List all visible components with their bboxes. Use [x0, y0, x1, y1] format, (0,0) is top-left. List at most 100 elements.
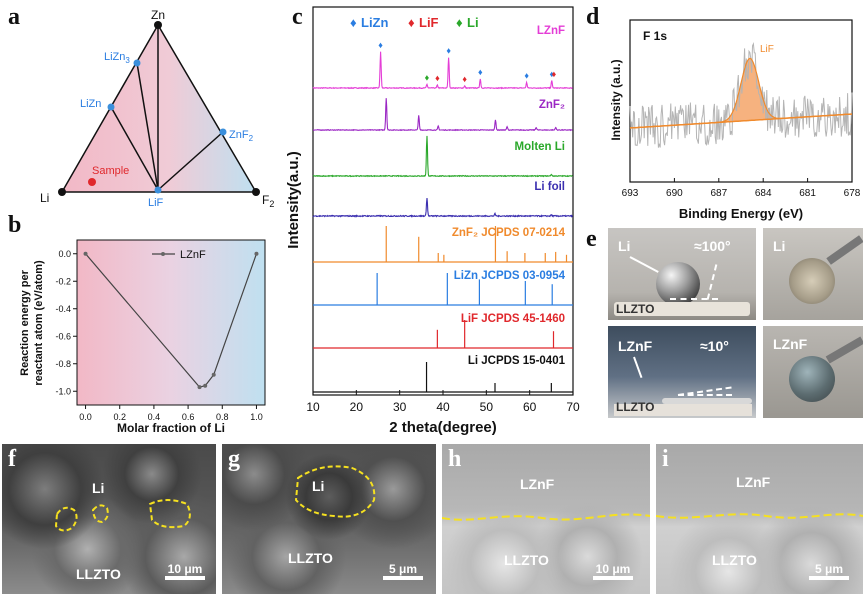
panel-d-label: d: [586, 4, 600, 30]
chart-c-xtick-label: 60: [523, 400, 537, 414]
sem-h-bottom-label: LLZTO: [504, 552, 549, 568]
sem-g-scalebar: 5 μm: [380, 562, 426, 582]
xps-peak-fit: [629, 57, 853, 129]
llzto-disc-2: [614, 404, 752, 416]
sample-point: [88, 178, 96, 186]
chart-c-xtick-label: 70: [566, 400, 580, 414]
xrd-pattern-line: [312, 135, 573, 178]
lznf-data-point: [197, 385, 202, 390]
photo-lznf-pellet-label: LZnF: [773, 336, 808, 352]
chart-b-xtick-label: 1.0: [250, 412, 263, 422]
lznf-film: [662, 398, 752, 404]
point-lif-label: LiF: [148, 197, 164, 209]
legend-li: Li: [467, 15, 479, 30]
xrd-series-label: ZnF₂: [539, 99, 565, 111]
chart-b-xlabel: Molar fraction of Li: [117, 421, 225, 435]
chart-b-plot-area: [76, 239, 266, 406]
chart-c-xtick-label: 50: [480, 400, 494, 414]
panel-h-label: h: [448, 446, 462, 472]
sem-panel-g: g Li LLZTO 5 μm: [222, 444, 436, 594]
xrd-pattern-line: [312, 51, 573, 90]
xrd-series-label: Molten Li: [515, 141, 565, 153]
panel-g-label: g: [228, 446, 240, 472]
xrd-phase-marker: ♦: [446, 45, 451, 55]
xrd-phase-marker: ♦: [462, 74, 467, 84]
svg-text:♦: ♦: [456, 15, 463, 30]
chart-d-title: F 1s: [643, 29, 667, 43]
chart-b-xtick-label: 0.0: [79, 412, 92, 422]
chart-b-ylabel: Reaction energy per: [19, 269, 31, 375]
xrd-phase-marker: ♦: [478, 67, 483, 77]
photo-lznf-substrate: LLZTO: [616, 400, 655, 414]
xrd-phase-marker: ♦: [549, 69, 554, 79]
li-region-outline-3: [148, 499, 191, 529]
xrd-phase-marker: ♦: [524, 71, 529, 81]
photo-li-contact-angle: Li ≈100° LLZTO: [608, 228, 756, 320]
xrd-pattern-line: [312, 198, 574, 218]
legend-lif: LiF: [419, 15, 439, 30]
chart-c-xtick-label: 20: [350, 400, 364, 414]
li-region-outline-g: [294, 465, 376, 518]
xrd-series-label: LZnF: [537, 25, 565, 37]
lznf-data-point: [211, 372, 216, 377]
photo-lznf-metal-label: LZnF: [618, 338, 653, 354]
lznf-data-point: [254, 251, 259, 256]
chart-b-xtick-label: 0.6: [182, 412, 195, 422]
xrd-series-label: Li JCPDS 15-0401: [468, 355, 566, 367]
chart-c-xlabel: 2 theta(degree): [389, 419, 497, 436]
chart-c-xtick-label: 40: [436, 400, 450, 414]
xrd-chart: ♦ ♦ ♦ ♦ ♦ ♦ ♦ ♦ ♦ LZnF ZnF₂ Molten Li Li foil ZnF₂ JC…: [285, 6, 580, 436]
chart-b-xtick-label: 0.4: [148, 412, 161, 422]
chart-b-ytick-label: -0.6: [55, 331, 71, 341]
xrd-phase-marker: ♦: [435, 73, 440, 83]
li-region-outline-2: [91, 504, 109, 524]
vertex-zn: [154, 21, 162, 29]
point-lizn3: [133, 59, 141, 67]
chart-d-ylabel: Intensity (a.u.): [609, 59, 623, 140]
chart-b-ylabel-2: reactant atom (eV/atom): [33, 260, 45, 386]
interface-line-i: [656, 513, 863, 519]
vertex-zn-label: Zn: [151, 8, 165, 22]
chart-b-ytick-label: 0.0: [58, 249, 71, 259]
li-region-outline-1: [54, 506, 78, 532]
chart-c-xtick-label: 10: [306, 400, 320, 414]
phase-diagram: Zn Li F2 LiZn3 LiZn ZnF2 LiF Sample: [40, 8, 274, 209]
xrd-phase-marker: ♦: [378, 40, 383, 50]
sem-f-bottom-label: LLZTO: [76, 566, 121, 582]
photo-li-pellet-label: Li: [773, 238, 786, 254]
chart-b-ytick-label: -0.4: [55, 304, 71, 314]
xrd-series-label: Li foil: [534, 181, 565, 193]
interface-line-h: [442, 513, 650, 521]
chart-d-xtick-label: 684: [755, 188, 772, 199]
photo-lznf-angle: ≈10°: [700, 338, 729, 354]
sem-f-scalebar: 10 μm: [162, 562, 208, 582]
llzto-disc: [614, 302, 750, 316]
legend-lizn: LiZn: [361, 15, 388, 30]
chart-d-xtick-label: 693: [622, 188, 639, 199]
panel-c-label: c: [292, 4, 303, 30]
panel-e-label: e: [586, 226, 597, 252]
vertex-li-label: Li: [40, 191, 49, 205]
chart-d-xtick-label: 690: [666, 188, 683, 199]
svg-text:♦: ♦: [408, 15, 415, 30]
chart-b-ytick-label: -0.2: [55, 276, 71, 286]
photo-li-pellet: Li: [763, 228, 863, 320]
vertex-f2: [252, 188, 260, 196]
xrd-phase-marker: ♦: [552, 69, 557, 79]
chart-d-xtick-label: 687: [710, 188, 727, 199]
sem-i-bottom-label: LLZTO: [712, 552, 757, 568]
sem-panel-f: f Li LLZTO 10 μm: [2, 444, 216, 594]
point-znf2: [219, 128, 227, 136]
xrd-pattern-line: [313, 98, 573, 132]
xrd-series-label: LiZn JCPDS 03-0954: [454, 270, 566, 282]
photo-li-angle: ≈100°: [694, 238, 731, 254]
sample-label: Sample: [92, 165, 129, 177]
chart-d-peak-label: LiF: [760, 44, 774, 55]
panel-b-label: b: [8, 212, 22, 238]
chart-d-xlabel: Binding Energy (eV): [679, 206, 803, 221]
point-lizn-label: LiZn: [80, 98, 101, 110]
chart-c-ylabel: Intensity(a.u.): [285, 151, 302, 249]
point-lizn3-label: LiZn3: [104, 51, 130, 65]
lif-peak-fill: [705, 58, 795, 124]
sem-g-bottom-label: LLZTO: [288, 550, 333, 566]
